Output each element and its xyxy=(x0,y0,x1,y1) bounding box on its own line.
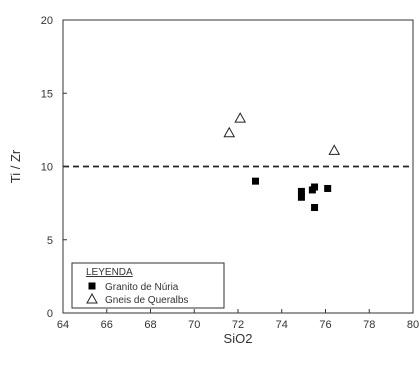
data-point-granito-nuria xyxy=(324,184,332,192)
x-tick-label: 68 xyxy=(144,319,156,331)
legend-label: Gneis de Queralbs xyxy=(105,295,188,306)
x-axis-title: SiO2 xyxy=(224,331,253,346)
data-point-granito-nuria xyxy=(297,193,305,201)
x-tick-label: 66 xyxy=(101,319,113,331)
y-tick-label: 20 xyxy=(41,15,53,27)
legend-marker xyxy=(86,292,98,304)
y-tick-label: 10 xyxy=(41,162,53,174)
x-tick-label: 76 xyxy=(319,319,331,331)
x-tick-label: 70 xyxy=(188,319,200,331)
y-tick-label: 0 xyxy=(47,308,53,320)
legend-marker xyxy=(88,282,96,290)
x-tick-label: 74 xyxy=(276,319,288,331)
y-axis-title: Ti / Zr xyxy=(8,149,23,183)
data-point-gneis-queralbs xyxy=(234,112,247,123)
data-point-granito-nuria xyxy=(311,183,319,191)
y-tick-label: 5 xyxy=(47,235,53,247)
x-tick-label: 80 xyxy=(407,319,419,331)
data-point-gneis-queralbs xyxy=(223,126,236,138)
legend-items: Granito de Núria Gneis de Queralbs xyxy=(86,282,188,306)
data-point-granito-nuria xyxy=(311,204,319,212)
data-point-granito-nuria xyxy=(252,177,259,185)
x-tick-label: 64 xyxy=(57,319,69,331)
x-tick-label: 78 xyxy=(363,319,375,331)
legend-box xyxy=(71,262,225,309)
data-point-granito-nuria xyxy=(297,187,305,195)
y-tick-label: 15 xyxy=(41,88,53,100)
axis-ticks: 64 66 68 70 72 74 76 78 80 0 5 10 15 20 xyxy=(41,15,419,331)
x-tick-label: 72 xyxy=(232,319,244,331)
data-point-gneis-queralbs xyxy=(328,144,341,155)
legend: LEYENDA Granito de Núria Gneis de Queralb… xyxy=(71,262,225,309)
data-points xyxy=(223,112,341,212)
legend-title: LEYENDA xyxy=(86,267,133,278)
legend-label: Granito de Núria xyxy=(105,282,179,293)
